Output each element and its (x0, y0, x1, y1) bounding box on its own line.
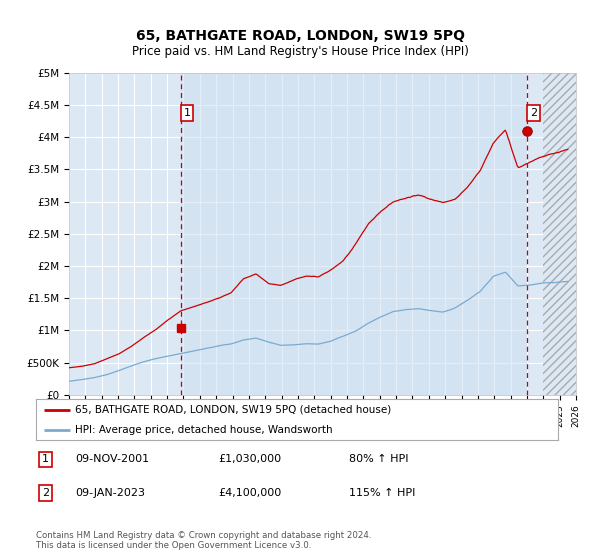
Text: 1: 1 (184, 108, 191, 118)
Text: Price paid vs. HM Land Registry's House Price Index (HPI): Price paid vs. HM Land Registry's House … (131, 45, 469, 58)
Text: 65, BATHGATE ROAD, LONDON, SW19 5PQ: 65, BATHGATE ROAD, LONDON, SW19 5PQ (136, 29, 464, 44)
Text: 115% ↑ HPI: 115% ↑ HPI (349, 488, 416, 498)
Bar (181, 73, 527, 395)
Text: 80% ↑ HPI: 80% ↑ HPI (349, 454, 409, 464)
Text: HPI: Average price, detached house, Wandsworth: HPI: Average price, detached house, Wand… (75, 425, 333, 435)
Text: £1,030,000: £1,030,000 (218, 454, 282, 464)
Text: 2: 2 (42, 488, 49, 498)
Text: Contains HM Land Registry data © Crown copyright and database right 2024.
This d: Contains HM Land Registry data © Crown c… (36, 531, 371, 550)
Text: 09-NOV-2001: 09-NOV-2001 (75, 454, 149, 464)
Text: 1: 1 (42, 454, 49, 464)
Text: 2: 2 (530, 108, 537, 118)
Text: 65, BATHGATE ROAD, LONDON, SW19 5PQ (detached house): 65, BATHGATE ROAD, LONDON, SW19 5PQ (det… (75, 405, 391, 415)
Text: 09-JAN-2023: 09-JAN-2023 (75, 488, 145, 498)
Bar (543, 73, 576, 395)
Text: £4,100,000: £4,100,000 (218, 488, 282, 498)
